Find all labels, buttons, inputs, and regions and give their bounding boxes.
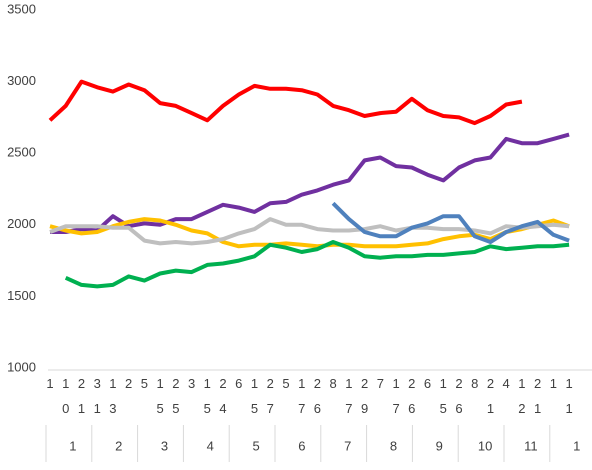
x-tick-label: 8 bbox=[471, 376, 478, 391]
series-line bbox=[50, 132, 570, 234]
x-tick-label: 5 bbox=[282, 376, 289, 391]
series-line bbox=[49, 217, 570, 249]
x-tick-label: 1 bbox=[46, 376, 53, 391]
y-tick-label: 1500 bbox=[7, 288, 36, 303]
x-tick-label: 1 bbox=[550, 376, 557, 391]
group-label: 2 bbox=[115, 438, 122, 453]
x-tick-label: 2 bbox=[125, 376, 132, 391]
x-tick-label: 3 bbox=[188, 376, 195, 391]
group-label: 9 bbox=[436, 438, 443, 453]
series-line bbox=[64, 240, 570, 289]
group-label: 6 bbox=[298, 438, 305, 453]
y-tick-label: 2000 bbox=[7, 216, 36, 231]
x-tick-label: 6 bbox=[424, 376, 431, 391]
group-label: 7 bbox=[344, 438, 351, 453]
y-tick-label: 3500 bbox=[7, 1, 36, 16]
group-label: 5 bbox=[252, 438, 259, 453]
group-label: 1 bbox=[573, 438, 580, 453]
series-line bbox=[331, 201, 570, 244]
y-tick-label: 1000 bbox=[7, 359, 36, 374]
group-label: 3 bbox=[161, 438, 168, 453]
series-line bbox=[49, 217, 570, 246]
x-tick-label: 7 bbox=[377, 376, 384, 391]
x-tick-label: 5 bbox=[141, 376, 148, 391]
y-tick-label: 2500 bbox=[7, 145, 36, 160]
x-tick-label: 4 bbox=[503, 376, 510, 391]
group-label: 8 bbox=[390, 438, 397, 453]
series-line bbox=[48, 79, 523, 126]
x-tick-label: 8 bbox=[330, 376, 337, 391]
y-tick-label: 3000 bbox=[7, 73, 36, 88]
group-label: 11 bbox=[524, 438, 538, 453]
group-label: 4 bbox=[207, 438, 214, 453]
group-label: 10 bbox=[478, 438, 492, 453]
x-tick-label: 6 bbox=[235, 376, 242, 391]
group-label: 1 bbox=[69, 438, 76, 453]
